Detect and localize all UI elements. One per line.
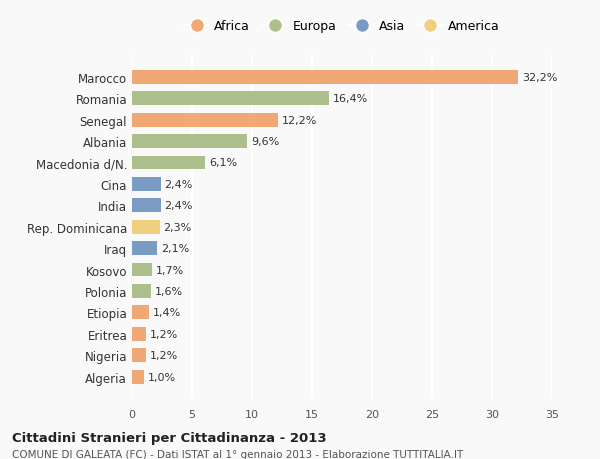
- Text: 6,1%: 6,1%: [209, 158, 237, 168]
- Text: 1,7%: 1,7%: [156, 265, 184, 275]
- Bar: [132, 263, 152, 277]
- Text: 2,4%: 2,4%: [164, 179, 193, 190]
- Bar: [132, 306, 149, 319]
- Text: 2,3%: 2,3%: [163, 222, 191, 232]
- Legend: Africa, Europa, Asia, America: Africa, Europa, Asia, America: [181, 17, 503, 37]
- Bar: [132, 284, 151, 298]
- Text: 1,2%: 1,2%: [150, 329, 178, 339]
- Text: 32,2%: 32,2%: [522, 73, 557, 83]
- Text: 12,2%: 12,2%: [282, 115, 317, 125]
- Bar: [132, 370, 144, 384]
- Bar: [132, 92, 329, 106]
- Bar: [132, 135, 247, 149]
- Text: 9,6%: 9,6%: [251, 137, 279, 147]
- Bar: [132, 199, 161, 213]
- Bar: [132, 327, 146, 341]
- Text: 2,4%: 2,4%: [164, 201, 193, 211]
- Text: 2,1%: 2,1%: [161, 244, 189, 253]
- Text: 1,6%: 1,6%: [155, 286, 183, 296]
- Text: 16,4%: 16,4%: [332, 94, 368, 104]
- Text: 1,4%: 1,4%: [152, 308, 181, 318]
- Text: COMUNE DI GALEATA (FC) - Dati ISTAT al 1° gennaio 2013 - Elaborazione TUTTITALIA: COMUNE DI GALEATA (FC) - Dati ISTAT al 1…: [12, 449, 463, 459]
- Bar: [132, 156, 205, 170]
- Bar: [132, 348, 146, 362]
- Bar: [132, 220, 160, 234]
- Bar: [132, 71, 518, 84]
- Bar: [132, 178, 161, 191]
- Bar: [132, 241, 157, 256]
- Text: 1,2%: 1,2%: [150, 350, 178, 360]
- Text: Cittadini Stranieri per Cittadinanza - 2013: Cittadini Stranieri per Cittadinanza - 2…: [12, 431, 326, 444]
- Text: 1,0%: 1,0%: [148, 372, 176, 382]
- Bar: [132, 113, 278, 127]
